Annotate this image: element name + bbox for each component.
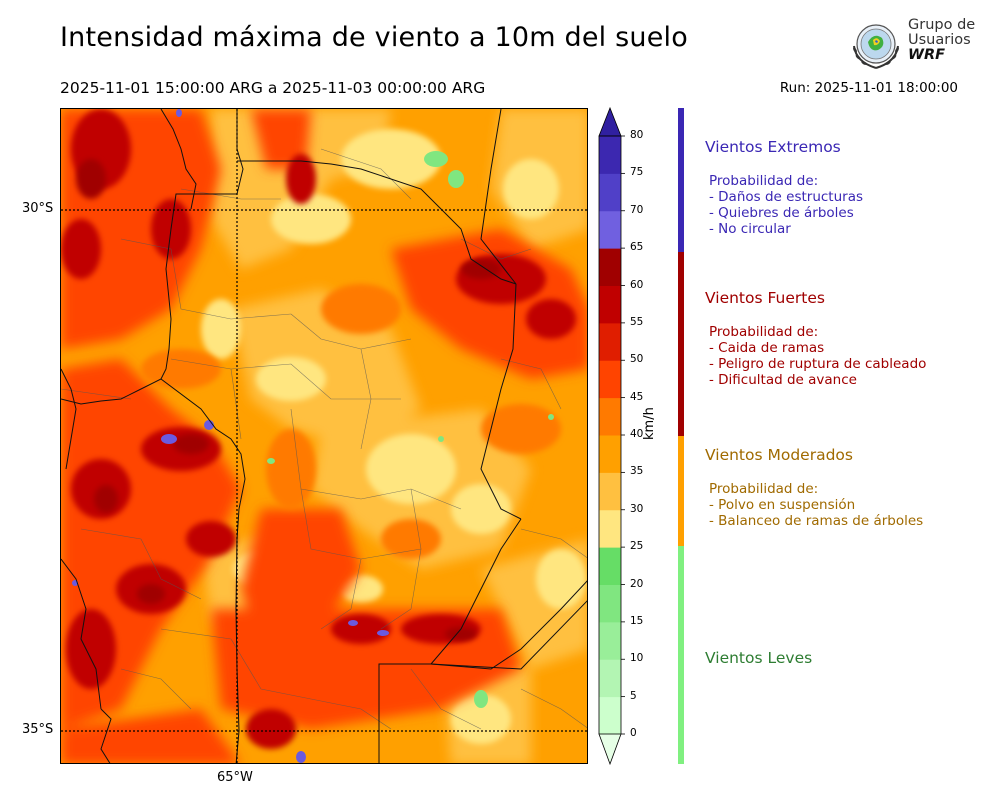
colorbar-tick-label: 45 bbox=[630, 390, 644, 403]
colorbar-segment bbox=[599, 248, 621, 286]
category-desc-line: Probabilidad de: bbox=[709, 324, 819, 340]
colorbar-tick-label: 10 bbox=[630, 652, 644, 665]
colorbar-tick-label: 75 bbox=[630, 166, 644, 179]
category-desc-line: Probabilidad de: bbox=[709, 173, 819, 189]
category-desc-extreme: Probabilidad de: - Daños de estructuras … bbox=[709, 173, 863, 237]
colorbar-max-extension bbox=[598, 106, 622, 137]
wind-map[interactable] bbox=[60, 108, 588, 764]
colorbar-svg bbox=[598, 106, 625, 766]
graticule-lines bbox=[61, 109, 587, 763]
category-title-light: Vientos Leves bbox=[705, 649, 813, 667]
colorbar-segment bbox=[599, 696, 621, 735]
colorbar-segment bbox=[599, 173, 621, 212]
category-bar-light bbox=[678, 546, 684, 764]
category-bar-strong bbox=[678, 252, 684, 436]
wind-gradients bbox=[61, 109, 587, 763]
colorbar-tick-label: 25 bbox=[630, 540, 644, 553]
category-desc-line: - Daños de estructuras bbox=[709, 189, 864, 205]
lon-label-65w: 65°W bbox=[217, 770, 253, 785]
colorbar-tick-label: 15 bbox=[630, 614, 644, 627]
colorbar-segment bbox=[599, 136, 621, 174]
colorbar-tick-label: 0 bbox=[630, 727, 637, 739]
logo-text-wrf: WRF bbox=[908, 47, 946, 63]
colorbar-segment bbox=[599, 659, 621, 698]
colorbar-tick-label: 55 bbox=[630, 315, 644, 328]
colorbar-min-extension bbox=[598, 733, 622, 766]
colorbar bbox=[596, 106, 656, 770]
category-desc-line: - Balanceo de ramas de árboles bbox=[709, 513, 924, 529]
category-bar-moderate bbox=[678, 436, 684, 546]
colorbar-tick-label: 80 bbox=[630, 129, 644, 141]
colorbar-tick-label: 60 bbox=[630, 278, 644, 291]
colorbar-segment bbox=[599, 322, 621, 361]
colorbar-tick-label: 35 bbox=[630, 465, 644, 478]
colorbar-segment bbox=[599, 435, 621, 473]
category-title-strong: Vientos Fuertes bbox=[705, 289, 825, 307]
province-boundaries bbox=[61, 109, 587, 763]
logo-text-line1: Grupo de bbox=[908, 17, 976, 33]
colorbar-tick-label: 5 bbox=[630, 689, 637, 702]
category-title-extreme: Vientos Extremos bbox=[705, 138, 841, 156]
category-desc-line: Probabilidad de: bbox=[709, 481, 819, 497]
category-bar-extreme bbox=[678, 108, 684, 252]
colorbar-segment bbox=[599, 584, 621, 623]
category-desc-line: - Dificultad de avance bbox=[709, 372, 857, 388]
logo-text-line2: Usuarios bbox=[908, 32, 971, 48]
category-desc-moderate: Probabilidad de: - Polvo en suspensión -… bbox=[709, 481, 923, 529]
category-desc-line: - Peligro de ruptura de cableado bbox=[709, 356, 927, 372]
colorbar-unit: km/h bbox=[642, 407, 657, 440]
category-desc-strong: Probabilidad de: - Caida de ramas - Peli… bbox=[709, 324, 926, 388]
department-boundaries bbox=[61, 148, 587, 730]
colorbar-segment bbox=[599, 547, 621, 585]
colorbar-tick-label: 40 bbox=[630, 428, 644, 440]
colorbar-segment bbox=[599, 621, 621, 660]
lat-label-30s: 30°S bbox=[22, 201, 54, 216]
category-title-moderate: Vientos Moderados bbox=[705, 446, 853, 464]
colorbar-tick-label: 30 bbox=[630, 502, 644, 515]
colorbar-segment bbox=[599, 472, 621, 511]
colorbar-segment bbox=[599, 285, 621, 324]
colorbar-tick-label: 65 bbox=[630, 241, 644, 254]
globe-laurel-icon bbox=[853, 24, 899, 69]
colorbar-segment bbox=[599, 210, 621, 249]
colorbar-tick-label: 20 bbox=[630, 577, 644, 590]
colorbar-segment bbox=[599, 509, 621, 548]
colorbar-segment bbox=[599, 397, 621, 436]
map-title: Intensidad máxima de viento a 10m del su… bbox=[60, 22, 688, 53]
colorbar-tick-label: 70 bbox=[630, 203, 644, 216]
wind-field-svg bbox=[61, 109, 587, 763]
colorbar-segment bbox=[599, 360, 621, 399]
category-desc-line: - Polvo en suspensión bbox=[709, 497, 856, 513]
run-timestamp: Run: 2025-11-01 18:00:00 bbox=[779, 80, 958, 96]
wrf-logo: Grupo de Usuarios WRF bbox=[848, 16, 978, 72]
forecast-period: 2025-11-01 15:00:00 ARG a 2025-11-03 00:… bbox=[60, 79, 486, 97]
category-desc-line: - No circular bbox=[709, 221, 791, 237]
lat-label-35s: 35°S bbox=[22, 722, 54, 737]
category-desc-line: - Caida de ramas bbox=[709, 340, 825, 356]
category-desc-line: - Quiebres de árboles bbox=[709, 205, 854, 221]
colorbar-tick-label: 50 bbox=[630, 353, 644, 366]
